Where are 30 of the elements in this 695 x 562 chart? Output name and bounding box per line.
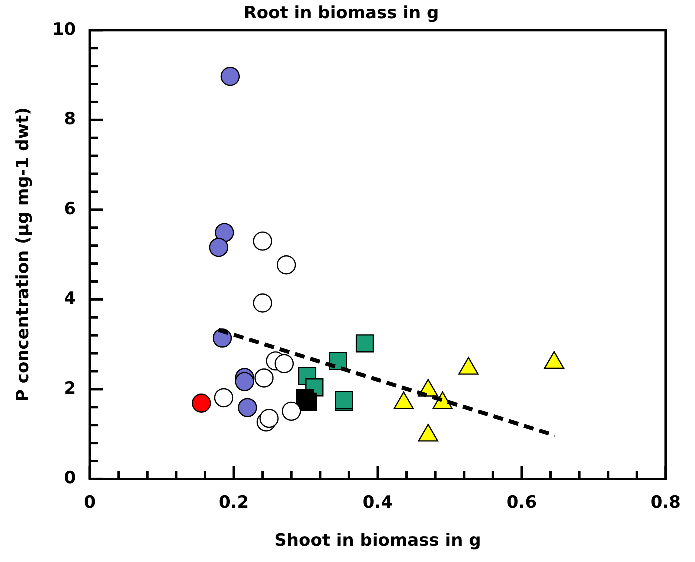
point [214,388,234,408]
x-tick-label: 0 [84,492,96,513]
point [282,402,302,422]
y-axis-title: P concentration (µg mg-1 dwt) [14,108,34,402]
x-tick-label: 0.2 [218,492,250,513]
x-tick-label: 0.6 [506,492,538,513]
point [274,354,294,374]
chart-title: Root in biomass in g [244,4,440,24]
y-tick-label: 6 [64,199,76,220]
y-tick-label: 10 [52,20,76,40]
x-tick-label: 0.8 [650,492,682,513]
point [215,223,234,242]
point [253,294,272,313]
x-tick-label: 0.4 [362,492,394,513]
y-tick-label: 2 [64,378,76,399]
point [260,409,279,428]
point [235,372,254,392]
point [209,238,229,258]
point [220,67,240,86]
point [254,368,274,388]
point [299,392,318,412]
x-axis-title: Shoot in biomass in g [274,531,482,552]
point [253,232,272,251]
point [356,334,374,353]
point [276,256,296,275]
y-tick-label: 8 [64,110,76,130]
point [192,394,212,413]
y-tick-label: 4 [64,289,76,310]
y-tick-label: 0 [64,468,76,489]
point [238,398,258,418]
